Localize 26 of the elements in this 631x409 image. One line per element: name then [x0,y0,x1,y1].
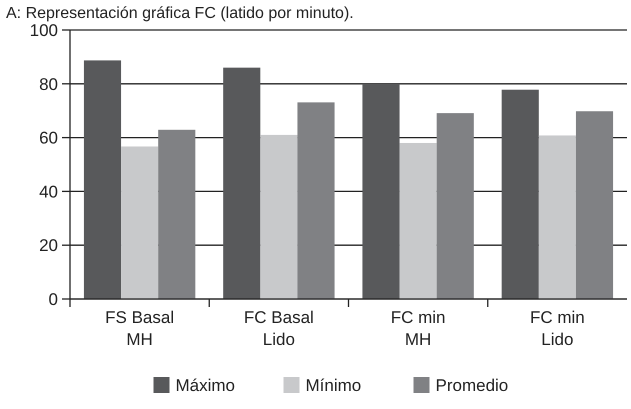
x-tick-label: FS Basal MH [105,308,174,349]
legend-label: Promedio [436,376,508,395]
x-tick-label: FC Basal Lido [244,308,314,349]
chart-title: A: Representación gráfica FC (latido por minuto). [6,5,354,22]
y-tick-label: 80 [39,74,58,94]
bar [297,102,335,299]
bar [260,134,298,299]
bar [436,113,474,299]
bar [223,68,260,299]
bar [84,60,122,299]
y-tick-label: 60 [39,128,58,148]
bar [400,142,437,299]
y-tick-label: 100 [30,20,58,40]
bar [362,84,400,299]
bar [576,111,614,299]
legend-label: Máximo [176,376,236,395]
bar [502,90,539,299]
y-tick-label: 0 [48,290,58,309]
bar [121,146,158,299]
bar [158,130,196,299]
legend-label: Mínimo [306,376,362,395]
bar [538,135,576,299]
y-tick-label: 20 [39,236,58,256]
y-tick-label: 40 [39,182,58,202]
x-tick-label: FC min MH [390,308,446,349]
x-tick-label: FC min Lido [530,308,585,349]
